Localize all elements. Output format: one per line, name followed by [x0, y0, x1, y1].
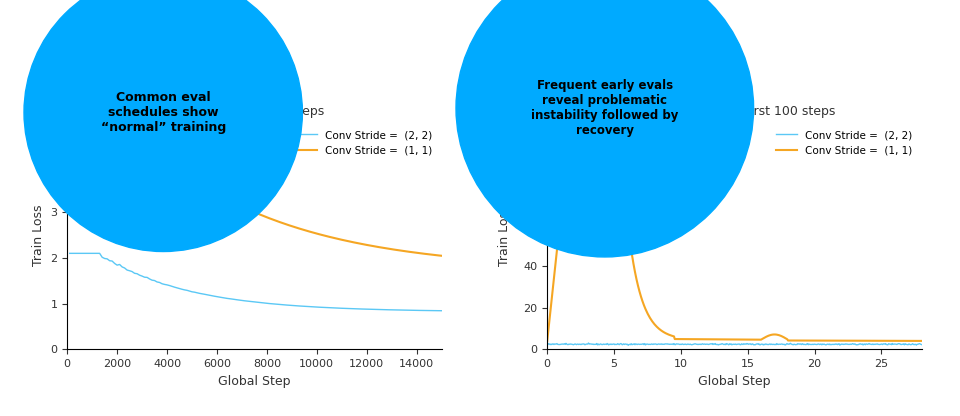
Legend: Conv Stride =  (2, 2), Conv Stride =  (1, 1): Conv Stride = (2, 2), Conv Stride = (1, … [772, 126, 917, 159]
Conv Stride =  (2, 2) [746, 342, 757, 347]
Conv Stride =  (1, 1) [907, 338, 919, 343]
Conv Stride =  (1, 1) [585, 135, 596, 140]
Conv Stride =  (2, 2) [850, 342, 861, 347]
Conv Stride =  (1, 1) [849, 338, 860, 343]
Y-axis label: Train Loss: Train Loss [498, 204, 511, 266]
Conv Stride =  (2, 2) [196, 291, 207, 296]
X-axis label: Global Step: Global Step [698, 375, 771, 388]
Conv Stride =  (1, 1) [391, 248, 402, 253]
Conv Stride =  (2, 2) [348, 306, 360, 311]
X-axis label: Global Step: Global Step [218, 375, 291, 388]
Conv Stride =  (1, 1) [376, 245, 388, 250]
Conv Stride =  (1, 1) [722, 337, 733, 342]
Conv Stride =  (1, 1) [720, 337, 732, 342]
Conv Stride =  (2, 2) [391, 307, 402, 312]
Conv Stride =  (2, 2) [583, 341, 594, 346]
Conv Stride =  (1, 1) [445, 254, 457, 259]
Ellipse shape [24, 0, 302, 252]
Conv Stride =  (1, 1) [199, 184, 210, 189]
Conv Stride =  (1, 1) [541, 339, 553, 344]
Conv Stride =  (1, 1) [745, 337, 756, 342]
Polygon shape [576, 102, 628, 212]
Line: Conv Stride =  (1, 1): Conv Stride = (1, 1) [70, 116, 451, 257]
Conv Stride =  (1, 1) [64, 114, 76, 119]
Conv Stride =  (2, 2) [622, 343, 634, 348]
Conv Stride =  (1, 1) [916, 339, 927, 344]
Conv Stride =  (2, 2) [199, 292, 210, 297]
Conv Stride =  (2, 2) [723, 342, 734, 347]
Conv Stride =  (2, 2) [445, 308, 457, 313]
Title: Frequent evals in first 100 steps: Frequent evals in first 100 steps [634, 105, 835, 118]
Polygon shape [143, 99, 226, 212]
Conv Stride =  (2, 2) [64, 251, 76, 256]
Legend: Conv Stride =  (2, 2), Conv Stride =  (1, 1): Conv Stride = (2, 2), Conv Stride = (1, … [292, 126, 437, 159]
Line: Conv Stride =  (2, 2): Conv Stride = (2, 2) [547, 343, 922, 345]
Conv Stride =  (1, 1) [348, 240, 360, 245]
Conv Stride =  (2, 2) [541, 342, 553, 347]
Line: Conv Stride =  (1, 1): Conv Stride = (1, 1) [547, 137, 922, 341]
Line: Conv Stride =  (2, 2): Conv Stride = (2, 2) [70, 253, 451, 311]
Y-axis label: Train Loss: Train Loss [32, 204, 45, 266]
Conv Stride =  (2, 2) [916, 342, 927, 347]
Conv Stride =  (2, 2) [766, 342, 778, 347]
Text: Frequent early evals
reveal problematic
instability followed by
recovery: Frequent early evals reveal problematic … [531, 79, 679, 137]
Conv Stride =  (2, 2) [376, 307, 388, 312]
Conv Stride =  (1, 1) [306, 230, 318, 235]
Title: Eval every 1000 steps: Eval every 1000 steps [184, 105, 324, 118]
Ellipse shape [456, 0, 754, 257]
Conv Stride =  (1, 1) [196, 183, 207, 188]
Text: Common eval
schedules show
“normal” training: Common eval schedules show “normal” trai… [101, 91, 226, 134]
Conv Stride =  (2, 2) [908, 342, 920, 347]
Conv Stride =  (2, 2) [721, 341, 732, 346]
Conv Stride =  (2, 2) [306, 304, 318, 309]
Conv Stride =  (1, 1) [765, 332, 777, 337]
